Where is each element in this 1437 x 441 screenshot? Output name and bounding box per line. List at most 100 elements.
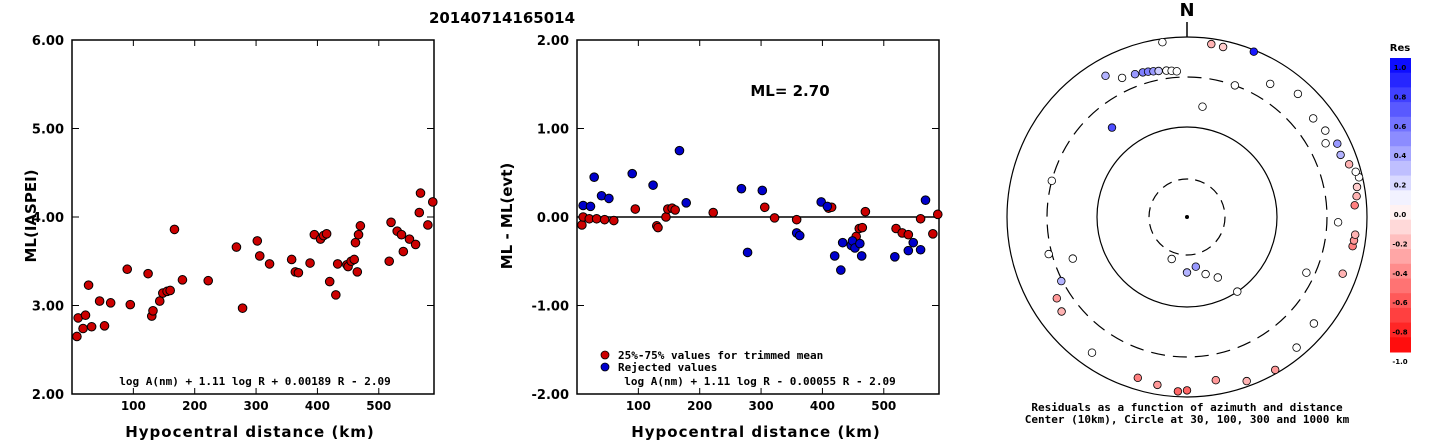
colorbar-cell <box>1390 72 1411 88</box>
ring-1000km <box>1006 36 1368 398</box>
data-point-rejected <box>890 252 900 262</box>
station-point <box>1333 218 1343 227</box>
data-point <box>86 321 97 332</box>
colorbar-cell <box>1390 307 1411 324</box>
data-point <box>148 306 158 316</box>
epicenter-dot <box>1185 215 1189 219</box>
data-point-rejected <box>908 237 919 248</box>
y-tick-label: -1.00 <box>532 300 569 315</box>
station-point <box>1321 126 1330 135</box>
colorbar-cell <box>1390 234 1411 250</box>
x-tick-label: 300 <box>749 399 774 413</box>
north-label: N <box>1179 0 1194 21</box>
station-point <box>1352 182 1362 192</box>
data-point-rejected <box>736 183 747 194</box>
station-point <box>1057 307 1066 316</box>
data-point <box>398 246 409 257</box>
y-tick-label: 3.00 <box>32 300 64 315</box>
station-point <box>1047 176 1056 185</box>
data-point <box>355 221 366 231</box>
y-tick-label: 1.00 <box>537 123 569 138</box>
data-point <box>177 275 188 285</box>
data-point-trimmed <box>759 202 770 213</box>
data-point <box>252 236 263 246</box>
data-point <box>254 251 265 261</box>
y-tick-label: 4.00 <box>32 211 64 226</box>
legend: 25%-75% values for trimmed mean Rejected… <box>600 349 823 374</box>
data-point-rejected <box>757 185 768 196</box>
data-point <box>122 264 133 275</box>
y-tick-label: 6.00 <box>32 34 64 49</box>
data-point-rejected <box>915 244 926 255</box>
y-tick-label: 0.00 <box>537 211 569 226</box>
colorbar-cell <box>1390 337 1411 353</box>
station-point <box>1344 160 1354 169</box>
legend-marker-rejected <box>600 362 610 372</box>
data-point-trimmed <box>591 213 602 224</box>
data-point-rejected <box>837 237 848 248</box>
x-tick-label: 200 <box>687 399 712 413</box>
y-tick-label: 5.00 <box>32 123 64 138</box>
data-point-rejected <box>822 201 833 212</box>
caption-line-1: Residuals as a function of azimuth and d… <box>1031 401 1343 414</box>
station-point <box>1213 273 1222 282</box>
formula-text: log A(nm) + 1.11 log R - 0.00055 R - 2.0… <box>624 375 896 388</box>
colorbar-label: 0.2 <box>1394 182 1407 190</box>
legend-label-trimmed: 25%-75% values for trimmed mean <box>618 349 823 362</box>
station-point <box>1211 376 1220 385</box>
station-point <box>1338 269 1347 278</box>
data-point <box>143 268 153 279</box>
colorbar-cell <box>1390 175 1411 191</box>
ring-100km <box>1096 126 1278 308</box>
station-point <box>1154 66 1163 76</box>
station-point <box>1242 376 1251 386</box>
x-axis-label: Hypocentral distance (km) <box>125 423 375 441</box>
chart-ml-residual: 100 200 300 400 500 -2.00 -1.00 0.00 1.00 2.00 ML… <box>498 34 943 441</box>
station-point <box>1172 67 1181 76</box>
legend-marker-trimmed <box>600 350 610 360</box>
station-point <box>1087 348 1097 357</box>
station-point <box>1350 201 1359 210</box>
station-point <box>1182 268 1192 277</box>
data-point <box>404 234 415 244</box>
data-point-trimmed <box>928 229 938 239</box>
data-point-trimmed <box>932 209 943 220</box>
station-point <box>1173 387 1183 396</box>
colorbar-label: 0.4 <box>1394 152 1407 160</box>
data-point-rejected <box>604 193 614 204</box>
y-tick-label: -2.00 <box>532 388 569 403</box>
data-point <box>264 259 275 269</box>
station-point <box>1351 167 1360 176</box>
data-point-trimmed <box>599 214 610 225</box>
data-point <box>80 310 91 321</box>
colorbar-cell <box>1390 87 1411 103</box>
y-axis-label: ML(IASPEI) <box>22 169 40 262</box>
station-point <box>1068 254 1077 263</box>
station-point <box>1336 150 1345 160</box>
colorbar-label: -0.6 <box>1392 299 1407 307</box>
data-point-rejected <box>648 180 658 190</box>
station-point <box>1350 230 1360 239</box>
colorbar-cell <box>1390 205 1411 221</box>
data-point-rejected <box>681 198 692 208</box>
y-tick-label: 2.00 <box>32 388 64 403</box>
x-tick-label: 200 <box>182 399 207 413</box>
y-axis-label: ML - ML(evt) <box>498 163 516 269</box>
data-point-rejected <box>585 201 596 212</box>
data-point <box>415 188 426 198</box>
data-point <box>353 229 364 240</box>
station-point <box>1207 39 1216 49</box>
colorbar: Res 1.0 0.8 0.6 0.4 0.2 0.0 -0.2 -0.4 -0.6 -0.8 -1… <box>1390 43 1411 366</box>
station-point <box>1201 269 1210 279</box>
data-point <box>423 220 433 230</box>
station-point <box>1230 81 1240 90</box>
x-tick-label: 100 <box>626 399 651 413</box>
colorbar-cell <box>1390 102 1411 118</box>
colorbar-cell <box>1390 131 1411 147</box>
data-point <box>414 207 425 218</box>
chart-ml-iaspei: 100 200 300 400 500 2.00 3.00 4.00 5.00 6.00 ML(I… <box>22 34 438 441</box>
data-point <box>105 298 116 308</box>
data-point-rejected <box>627 168 638 179</box>
data-point <box>410 239 421 250</box>
